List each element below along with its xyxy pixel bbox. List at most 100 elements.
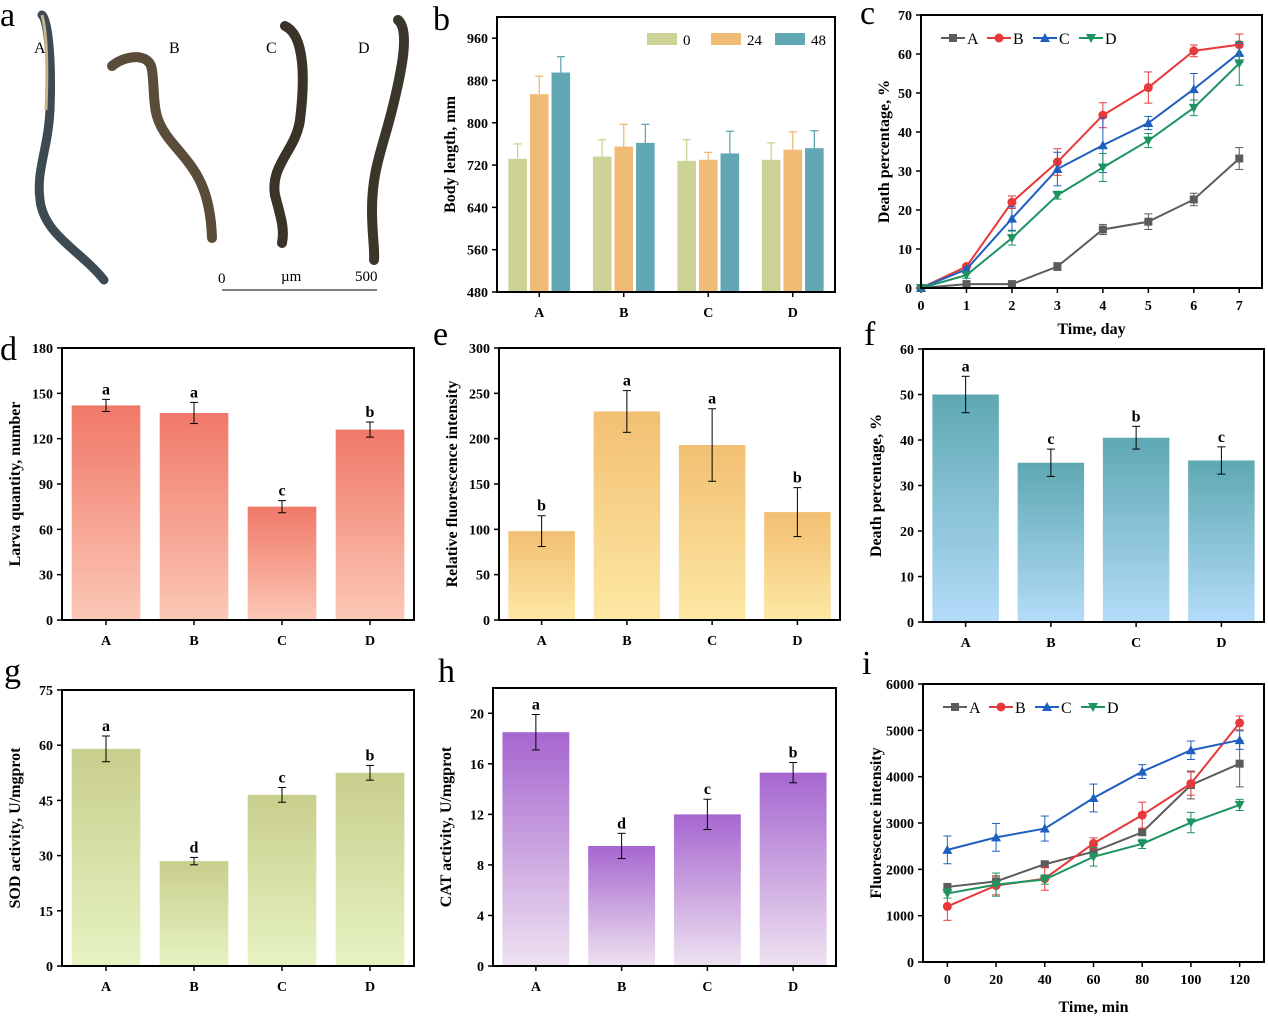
x-tick-label: B (189, 634, 198, 649)
y-tick-label: 50 (900, 389, 914, 404)
marker-triangle-down (1039, 875, 1050, 885)
marker-triangle-up (1188, 84, 1199, 94)
y-tick-label: 4 (477, 909, 484, 924)
bar-24-B (614, 146, 634, 292)
marker-circle (1186, 779, 1196, 789)
plot-frame (920, 14, 1263, 289)
y-tick-label: 90 (39, 478, 53, 493)
bar-B (159, 861, 229, 966)
bar-B (593, 411, 661, 620)
series-line-C (920, 52, 1240, 289)
y-tick-label: 70 (898, 9, 912, 24)
plot-frame (492, 687, 837, 967)
worm-label-D: D (358, 40, 370, 57)
marker-square (962, 280, 971, 289)
y-tick-label: 20 (470, 707, 484, 722)
y-tick-label: 560 (467, 244, 488, 259)
bar-48-B (636, 142, 655, 292)
marker-circle (1235, 718, 1245, 728)
x-tick-label: D (365, 634, 375, 649)
x-tick-label: A (537, 634, 548, 649)
panel-d: d 0 30 60 90 120 150 180 Larva quantity, number A… (0, 331, 415, 649)
bar-A (71, 748, 141, 966)
y-tick-label: 50 (476, 569, 490, 584)
significance-letter: d (190, 839, 199, 856)
x-tick-label: 0 (944, 973, 951, 988)
worm-image-C (269, 21, 308, 248)
y-tick-label: 75 (39, 684, 53, 699)
y-axis-label: Body length, mm (442, 95, 459, 213)
bar-24-C (698, 159, 718, 292)
marker-triangle-down (961, 271, 972, 281)
worm-image-A (34, 10, 109, 285)
x-tick-label: C (703, 306, 713, 321)
significance-letter: b (537, 498, 546, 515)
y-tick-label: 3000 (886, 817, 914, 832)
marker-triangle-up (1185, 745, 1196, 755)
y-axis-label: Larva quantity, number (7, 402, 24, 567)
marker-triangle-up (961, 264, 972, 274)
y-tick-label: 0 (46, 960, 53, 975)
marker-triangle-up (1040, 33, 1050, 42)
scale-bar-end: 500 (355, 269, 378, 285)
marker-triangle-up (1039, 823, 1050, 833)
y-tick-label: 12 (470, 808, 484, 823)
bar-0-D (761, 159, 781, 292)
marker-triangle-up (1052, 164, 1063, 174)
marker-triangle-down (1143, 136, 1154, 146)
marker-triangle-up (1097, 140, 1108, 150)
series-line-B (946, 722, 1241, 908)
x-tick-label: 5 (1145, 299, 1152, 314)
marker-triangle-down (1088, 703, 1098, 712)
y-tick-label: 150 (32, 387, 53, 402)
marker-square (1098, 225, 1107, 234)
marker-square (1007, 280, 1016, 289)
panel-label-e: e (433, 316, 448, 353)
x-tick-label: B (619, 306, 628, 321)
series-line-D (920, 62, 1240, 289)
panel-a: a A B C D 0 µm 500 (0, 0, 409, 291)
y-tick-label: 720 (467, 159, 488, 174)
y-tick-label: 0 (907, 616, 914, 631)
y-tick-label: 60 (898, 48, 912, 63)
legend-swatch-0 (647, 33, 677, 45)
y-tick-label: 30 (900, 480, 914, 495)
y-axis-label: CAT activity, U/mgprot (438, 746, 455, 907)
y-tick-label: 0 (477, 960, 484, 975)
marker-triangle-down (1088, 852, 1099, 862)
legend-label: 48 (811, 33, 826, 49)
significance-letter: a (962, 358, 970, 375)
plot-frame (922, 348, 1265, 623)
y-axis-label: Fluorescence intensity (868, 747, 885, 898)
marker-square (1235, 154, 1244, 163)
x-tick-label: 7 (1236, 299, 1243, 314)
series-line-B (920, 43, 1240, 289)
x-tick-label: C (702, 980, 712, 995)
marker-circle (996, 702, 1006, 712)
legend-label: B (1015, 700, 1026, 717)
bar-C (247, 794, 317, 966)
y-tick-label: 40 (900, 434, 914, 449)
plot-frame (61, 347, 415, 621)
y-tick-label: 45 (39, 794, 53, 809)
marker-circle (942, 901, 952, 911)
panel-label-c: c (860, 0, 875, 32)
y-tick-label: 2000 (886, 863, 914, 878)
plot-frame (498, 347, 841, 621)
marker-triangle-down (1137, 839, 1148, 849)
bar-B (159, 412, 229, 620)
marker-triangle-down (1185, 818, 1196, 828)
panel-h: h 0 4 8 12 16 20 CAT activity, U/mgprot A B C Da d c b (438, 653, 837, 995)
significance-letter: b (789, 745, 798, 762)
x-tick-label: 60 (1087, 973, 1101, 988)
y-tick-label: 200 (469, 433, 490, 448)
y-tick-label: 100 (469, 523, 490, 538)
x-axis-label: Time, min (1059, 999, 1129, 1016)
x-tick-label: 80 (1135, 973, 1149, 988)
y-tick-label: 4000 (886, 771, 914, 786)
panel-label-h: h (438, 653, 455, 690)
bar-C (673, 814, 741, 966)
